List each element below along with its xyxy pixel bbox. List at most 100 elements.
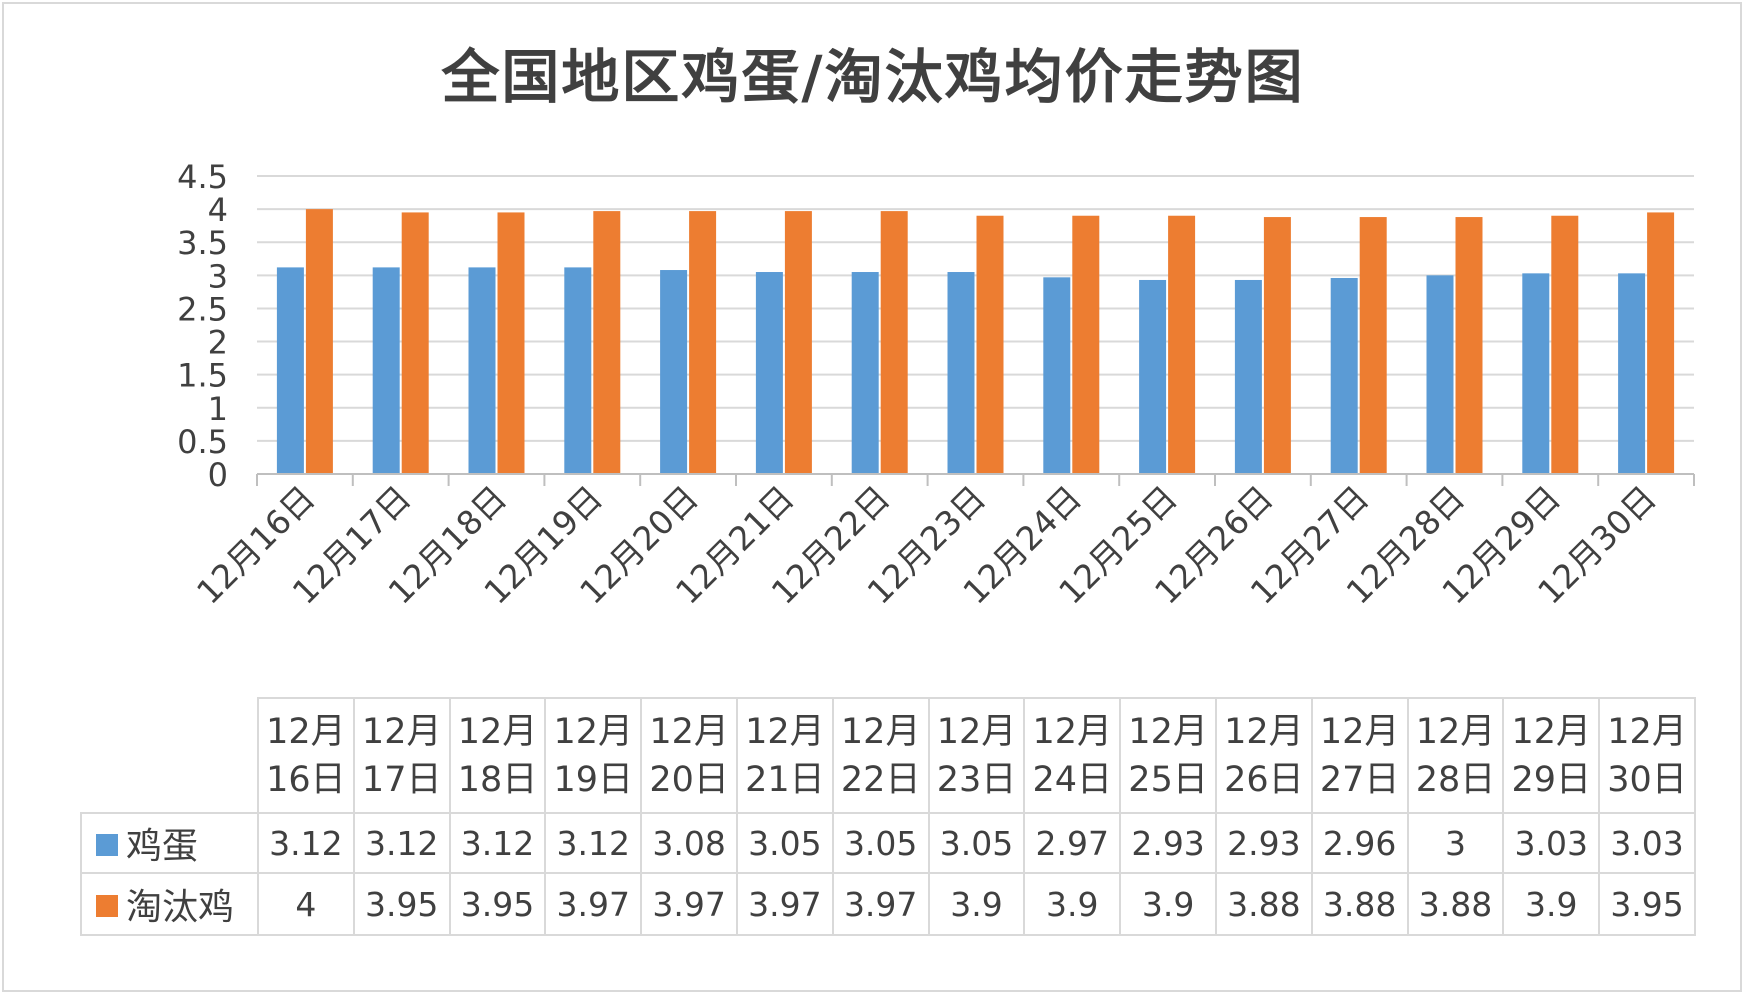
data-label: 3.97 [544,872,643,936]
bar-culled-hen [1263,217,1291,474]
bar-culled-hen [1551,215,1579,474]
gridlines [257,175,1694,442]
bar-egg [755,272,783,474]
table-row: 淘汰鸡 4 3.95 3.95 3.97 3.97 3.97 3.97 3.9 3.9 3.9 3.8… [80,872,1696,936]
chart-plot: 00.511.522.533.544.5 12月16日12月17日12月18日1… [177,158,1695,612]
y-tick-label: 2 [208,324,228,362]
data-label: 3.12 [257,812,355,874]
bar-egg [1426,275,1454,474]
series-name: 鸡蛋 [126,826,199,867]
bar-egg [276,267,304,474]
x-axis [256,473,1695,486]
table-header-cell: 12月 30日 [1598,697,1696,814]
data-label: 3 [1406,812,1505,874]
table-series-label: 鸡蛋 [80,812,259,874]
bar-culled-hen [1072,215,1100,474]
y-tick-label: 0 [208,456,228,494]
data-label: 3.95 [448,872,547,936]
bar-egg [372,267,400,474]
data-label: 3.88 [1310,872,1409,936]
bar-egg [1043,277,1071,474]
legend-swatch [96,895,118,917]
data-label: 3.12 [352,812,451,874]
table-header-cell: 12月 29日 [1502,697,1601,814]
data-label: 3.9 [1023,872,1122,936]
data-label: 3.97 [640,872,738,936]
data-table: 12月 16日 12月 17日 12月 18日 12月 19日 12月 20日 12月 21日 12月 2… [80,697,1696,936]
data-label: 3.05 [927,812,1026,874]
data-label: 3.12 [544,812,643,874]
bar-culled-hen [401,212,429,474]
table-header-cell: 12月 23日 [927,697,1026,814]
data-label: 3.05 [735,812,834,874]
table-header-row: 12月 16日 12月 17日 12月 18日 12月 19日 12月 20日 12月 21日 12月 2… [81,697,1696,814]
legend-swatch [96,834,118,856]
bar-culled-hen [976,215,1004,474]
data-label: 3.9 [927,872,1026,936]
y-tick-label: 4.5 [177,158,228,196]
table-header-cell: 12月 18日 [448,697,547,814]
data-label: 3.9 [1119,872,1217,936]
data-label: 3.97 [735,872,834,936]
x-axis-tick-labels: 12月16日12月17日12月18日12月19日12月20日12月21日12月2… [189,478,1664,612]
y-tick-label: 0.5 [177,423,228,461]
bar-egg [564,267,592,474]
table-header-cell: 12月 24日 [1023,697,1122,814]
bar-culled-hen [497,212,525,474]
y-axis-tick-labels: 00.511.522.533.544.5 [177,158,228,494]
bar-culled-hen [1647,212,1675,474]
data-label: 3.9 [1502,872,1601,936]
bar-culled-hen [593,211,621,474]
table-series-label: 淘汰鸡 [80,872,259,936]
bar-culled-hen [305,209,333,474]
table-header-cell: 12月 25日 [1119,697,1217,814]
table-header-cell: 12月 19日 [544,697,643,814]
table-corner-cell [81,698,259,814]
y-tick-label: 2.5 [177,290,228,328]
bar-egg [1234,279,1262,474]
data-label: 4 [257,872,355,936]
bar-egg [1618,273,1646,474]
table-header-cell: 12月 27日 [1310,697,1409,814]
bar-egg [947,272,975,474]
data-label: 3.03 [1502,812,1601,874]
table-header-cell: 12月 21日 [735,697,834,814]
data-label: 3.97 [831,872,930,936]
bar-egg [1330,277,1358,474]
table-header-cell: 12月 28日 [1406,697,1505,814]
data-label: 3.08 [640,812,738,874]
data-label: 3.95 [1598,872,1696,936]
table-header-cell: 12月 17日 [352,697,451,814]
series-name: 淘汰鸡 [126,887,235,928]
chart-title: 全国地区鸡蛋/淘汰鸡均价走势图 [441,43,1305,111]
y-tick-label: 1 [208,390,228,428]
bar-egg [468,267,496,474]
table-row: 鸡蛋 3.12 3.12 3.12 3.12 3.08 3.05 3.05 3.05 2.97 2.… [80,812,1696,874]
data-label: 3.03 [1598,812,1696,874]
bar-culled-hen [1455,217,1483,474]
data-label: 2.93 [1119,812,1217,874]
y-tick-label: 3 [208,257,228,295]
y-tick-label: 4 [208,191,228,229]
bar-egg [851,272,879,474]
y-tick-label: 3.5 [177,224,228,262]
data-label: 3.88 [1406,872,1505,936]
data-label: 3.95 [352,872,451,936]
bars [276,209,1675,474]
data-label: 2.97 [1023,812,1122,874]
bar-egg [1139,279,1167,474]
bar-culled-hen [1168,215,1196,474]
bar-culled-hen [880,211,908,474]
bar-culled-hen [689,211,717,474]
data-label: 2.93 [1214,812,1313,874]
data-label: 3.05 [831,812,930,874]
bar-culled-hen [1359,217,1387,474]
data-label: 3.12 [448,812,547,874]
bar-egg [660,270,688,474]
table-header-cell: 12月 20日 [640,697,738,814]
y-tick-label: 1.5 [177,357,228,395]
bar-culled-hen [784,211,812,474]
table-header-cell: 12月 26日 [1214,697,1313,814]
data-label: 2.96 [1310,812,1409,874]
bar-egg [1522,273,1550,474]
